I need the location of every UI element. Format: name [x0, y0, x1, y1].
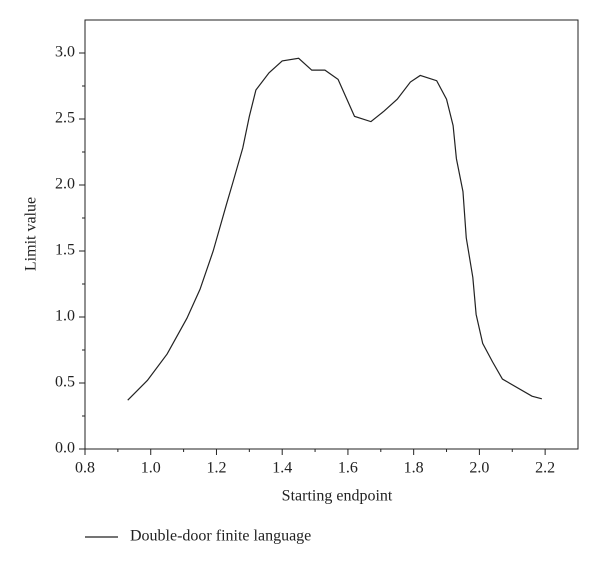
y-tick-label: 3.0: [55, 44, 75, 61]
x-axis-label: Starting endpoint: [282, 488, 393, 505]
y-tick-label: 1.0: [55, 308, 75, 325]
x-tick-label: 1.2: [206, 460, 226, 477]
y-tick-label: 2.0: [55, 176, 75, 193]
x-tick-label: 2.2: [535, 460, 555, 477]
x-tick-label: 1.6: [338, 460, 358, 477]
plot-frame: [84, 19, 579, 450]
y-axis-label: Limit value: [23, 197, 40, 271]
x-tick-label: 1.0: [141, 460, 161, 477]
y-tick-label: 2.5: [55, 110, 75, 127]
x-tick-label: 0.8: [75, 460, 95, 477]
x-tick-label: 2.0: [469, 460, 489, 477]
y-tick-label: 0.0: [55, 440, 75, 457]
data-line: [127, 57, 543, 401]
x-tick-label: 1.8: [404, 460, 424, 477]
legend-label: Double-door finite language: [130, 528, 311, 545]
y-tick-label: 0.5: [55, 374, 75, 391]
y-tick-label: 1.5: [55, 242, 75, 259]
x-tick-label: 1.4: [272, 460, 292, 477]
